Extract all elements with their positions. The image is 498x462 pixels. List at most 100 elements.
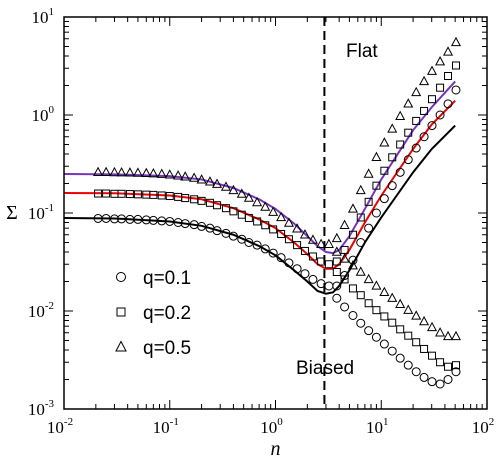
- x-tick-label: 102: [472, 416, 495, 437]
- data-point-circle: [427, 121, 437, 131]
- data-point-triangle: [156, 168, 167, 178]
- data-point-circle: [212, 226, 222, 236]
- data-point-square: [117, 189, 126, 198]
- tick-exponent: 1: [49, 6, 55, 18]
- data-point-square: [388, 153, 397, 162]
- data-point-square: [332, 268, 341, 277]
- data-point-square: [404, 331, 413, 340]
- data-point-square: [388, 318, 397, 327]
- tick-base: 10: [472, 418, 489, 437]
- data-point-circle: [443, 99, 453, 109]
- data-point-square: [300, 246, 309, 255]
- data-point-circle: [332, 281, 342, 291]
- data-point-circle: [268, 248, 278, 258]
- data-point-circle: [395, 167, 405, 177]
- data-point-triangle: [395, 298, 406, 309]
- data-point-square: [356, 291, 365, 300]
- tick-exponent: -1: [45, 202, 54, 214]
- data-point-triangle: [363, 273, 374, 284]
- data-point-square: [380, 312, 389, 321]
- legend-label: q=0.5: [143, 338, 191, 359]
- legend: q=0.1 q=0.2 q=0.5: [115, 268, 191, 359]
- data-point-triangle: [228, 184, 239, 195]
- x-tick-label: 10-2: [47, 416, 73, 437]
- tick-base: 10: [47, 418, 64, 437]
- data-point-square: [428, 95, 437, 104]
- data-point-triangle: [211, 178, 223, 188]
- legend-item-q01: q=0.1: [116, 268, 191, 289]
- tick-exponent: -3: [45, 398, 55, 410]
- data-point-triangle: [442, 330, 454, 341]
- data-point-triangle: [387, 123, 398, 133]
- data-point-triangle: [442, 46, 454, 56]
- data-point-circle: [141, 215, 151, 225]
- data-point-triangle: [435, 327, 446, 337]
- data-point-triangle: [276, 211, 287, 222]
- data-point-circle: [276, 253, 286, 263]
- legend-triangle-icon: [115, 340, 127, 352]
- data-point-square: [244, 213, 253, 222]
- legend-item-q02: q=0.2: [116, 303, 191, 324]
- data-point-square: [364, 299, 373, 308]
- data-point-triangle: [116, 167, 127, 177]
- data-point-circle: [443, 374, 453, 384]
- data-point-square: [149, 190, 158, 199]
- data-point-circle: [197, 221, 207, 231]
- axis-ticks: [63, 17, 487, 410]
- data-point-circle: [419, 372, 429, 382]
- data-point-square: [412, 338, 421, 347]
- data-point-triangle: [450, 330, 462, 341]
- data-point-circle: [419, 132, 429, 142]
- data-point-circle: [451, 367, 461, 377]
- tick-base: 10: [28, 204, 45, 223]
- data-point-circle: [403, 155, 413, 165]
- tick-exponent: 0: [277, 416, 283, 428]
- data-point-circle: [356, 318, 366, 328]
- data-point-triangle: [411, 86, 422, 97]
- data-point-circle: [348, 310, 358, 320]
- data-point-triangle: [268, 206, 279, 216]
- data-point-circle: [364, 326, 374, 336]
- legend-label: q=0.1: [143, 268, 191, 289]
- data-point-square: [125, 190, 134, 199]
- data-point-circle: [403, 360, 413, 370]
- data-point-square: [165, 192, 174, 201]
- data-point-circle: [340, 302, 350, 312]
- data-point-square: [293, 241, 302, 250]
- legend-circle-icon: [116, 272, 126, 282]
- data-point-triangle: [180, 171, 191, 181]
- data-point-square: [348, 284, 357, 293]
- tick-exponent: -2: [64, 416, 73, 428]
- data-point-triangle: [411, 310, 422, 320]
- tick-exponent: 1: [383, 416, 389, 428]
- data-point-triangle: [387, 292, 398, 302]
- data-point-circle: [451, 85, 461, 95]
- data-point-circle: [411, 143, 421, 153]
- data-point-circle: [427, 377, 437, 387]
- data-point-triangle: [109, 166, 120, 177]
- y-tick-label: 101: [32, 6, 55, 27]
- data-point-triangle: [371, 151, 382, 162]
- data-point-triangle: [148, 168, 159, 178]
- data-point-square: [451, 61, 460, 70]
- tick-base: 10: [32, 8, 49, 27]
- data-point-circle: [260, 244, 270, 254]
- data-point-circle: [252, 240, 262, 250]
- data-point-square: [444, 362, 453, 371]
- data-point-circle: [435, 379, 445, 389]
- data-point-square: [133, 190, 142, 199]
- data-point-square: [348, 230, 357, 239]
- data-point-triangle: [164, 169, 175, 179]
- data-point-square: [229, 207, 238, 216]
- data-point-circle: [364, 223, 374, 233]
- data-point-square: [444, 72, 453, 81]
- data-point-triangle: [220, 181, 231, 191]
- tick-base: 10: [260, 418, 277, 437]
- data-point-square: [181, 194, 190, 203]
- tick-exponent: 0: [49, 104, 55, 116]
- data-markers: [93, 36, 462, 389]
- data-point-triangle: [435, 56, 446, 66]
- data-point-triangle: [419, 315, 430, 326]
- x-tick-label: 101: [366, 416, 389, 437]
- data-point-circle: [228, 231, 238, 241]
